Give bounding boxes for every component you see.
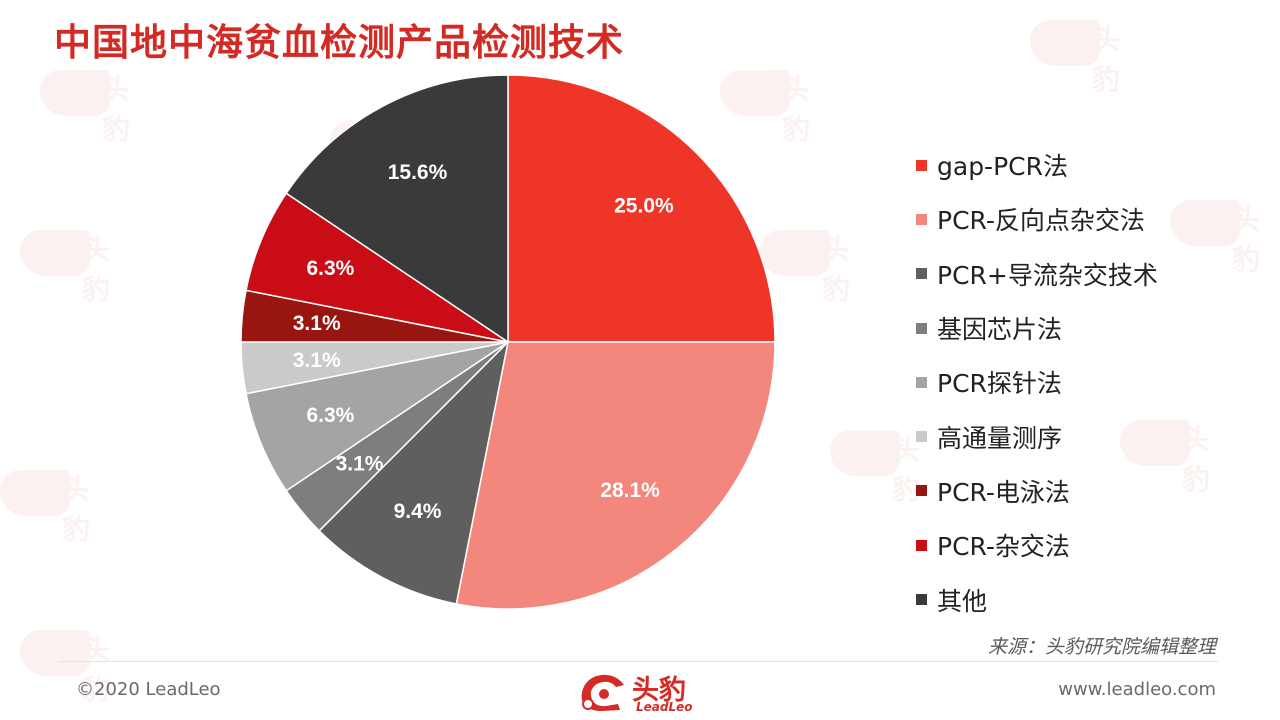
legend-swatch (916, 431, 927, 443)
legend-swatch (916, 485, 927, 497)
pie-slice (318, 339, 510, 605)
legend-label: PCR-电泳法 (937, 477, 1070, 507)
chart-legend: gap-PCR法 PCR-反向点杂交法 PCR+导流杂交技术 基因芯片法 PCR探针法高… (916, 138, 1158, 627)
slice-label: 15.6% (388, 161, 448, 184)
slice-label: 6.3% (306, 404, 354, 427)
legend-item: gap-PCR法 (916, 138, 1158, 192)
legend-swatch (916, 213, 927, 225)
legend-item: 高通量测序 (916, 409, 1158, 463)
legend-label: 其他 (937, 586, 988, 616)
pie-slice (455, 341, 776, 610)
slice-label: 3.1% (336, 453, 384, 476)
legend-item: PCR探针法 (916, 355, 1158, 409)
legend-label: 高通量测序 (937, 423, 1063, 453)
legend-item: PCR+导流杂交技术 (916, 247, 1158, 301)
legend-item: PCR-电泳法 (916, 464, 1158, 518)
legend-swatch (916, 322, 927, 334)
legend-item: PCR-杂交法 (916, 518, 1158, 572)
legend-swatch (916, 594, 927, 606)
slice-label: 3.1% (293, 312, 341, 335)
legend-label: PCR+导流杂交技术 (937, 260, 1158, 290)
slice-label: 28.1% (600, 479, 660, 502)
legend-item: 基因芯片法 (916, 301, 1158, 355)
legend-label: PCR-杂交法 (937, 532, 1070, 562)
logo-english-text: LeadLeo (636, 700, 693, 714)
slice-label: 9.4% (394, 500, 442, 523)
legend-item: 其他 (916, 572, 1158, 626)
legend-swatch (916, 268, 927, 280)
copyright-text: ©2020 LeadLeo (76, 679, 221, 700)
legend-label: PCR-反向点杂交法 (937, 206, 1145, 236)
legend-item: PCR-反向点杂交法 (916, 192, 1158, 246)
legend-swatch (916, 539, 927, 551)
slice-label: 6.3% (306, 257, 354, 280)
logo-chinese-text: 头豹 (632, 675, 686, 706)
legend-label: PCR探针法 (937, 369, 1062, 399)
pie-slice (507, 74, 776, 343)
legend-swatch (916, 159, 927, 171)
pie-slice (285, 74, 509, 344)
footer-divider (58, 661, 1218, 662)
page-title: 中国地中海贫血检测产品检测技术 (54, 21, 624, 64)
legend-label: gap-PCR法 (937, 152, 1068, 182)
slice-label: 3.1% (293, 349, 341, 372)
legend-swatch (916, 376, 927, 388)
source-note: 来源：头豹研究院编辑整理 (987, 636, 1216, 658)
leadleo-logo: 头豹 LeadLeo (578, 666, 708, 718)
website-link[interactable]: www.leadleo.com (1058, 679, 1216, 700)
leopard-logo-icon (581, 674, 624, 711)
legend-label: 基因芯片法 (937, 315, 1063, 345)
slice-label: 25.0% (614, 195, 674, 218)
